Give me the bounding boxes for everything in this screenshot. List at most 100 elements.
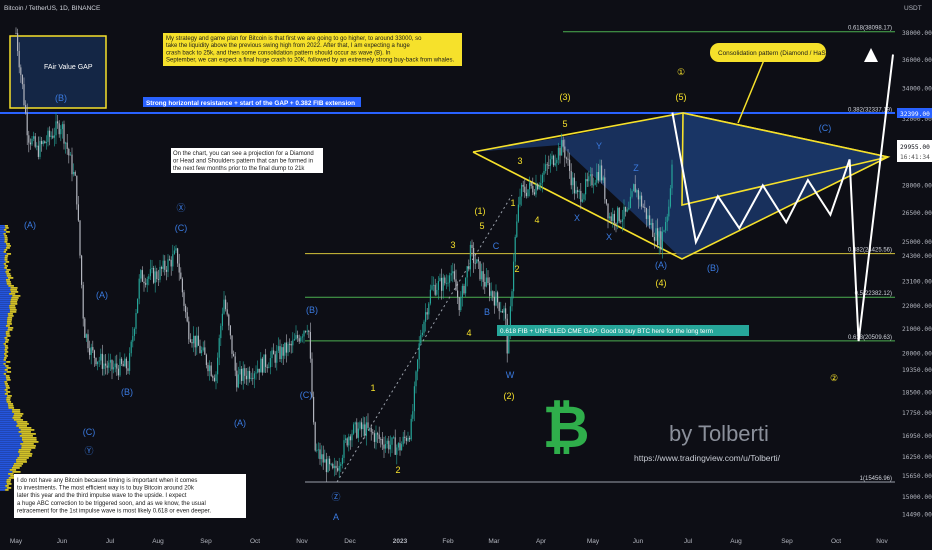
- note-line: to investments. The most efficient way i…: [17, 486, 195, 492]
- time-axis[interactable]: [0, 530, 932, 550]
- candle-body: [47, 130, 49, 142]
- candle-body: [639, 195, 641, 200]
- candle-body: [348, 436, 350, 446]
- candle-body: [189, 339, 191, 343]
- candle-body: [108, 362, 110, 368]
- candle-body: [137, 298, 139, 314]
- candle-body: [489, 283, 491, 296]
- candle-body: [71, 154, 73, 175]
- candle-body: [575, 190, 577, 194]
- strategy-note-box[interactable]: [163, 33, 462, 66]
- volume-bar-yellow: [8, 407, 15, 409]
- price-axis[interactable]: [897, 0, 932, 530]
- candle-body: [372, 431, 374, 434]
- volume-bar-blue: [0, 257, 5, 259]
- volume-bar-blue: [0, 277, 8, 279]
- svg-text:₿: ₿: [542, 395, 589, 460]
- volume-bar-yellow: [6, 479, 12, 481]
- volume-bar-blue: [0, 337, 5, 339]
- wave-label-blue: Y: [596, 141, 602, 151]
- volume-bar-blue: [0, 255, 5, 257]
- candle-body: [649, 215, 651, 225]
- volume-bar-yellow: [12, 411, 21, 413]
- volume-bar-blue: [0, 247, 6, 249]
- candle-body: [666, 216, 668, 222]
- price-tick: 28000.00: [902, 182, 932, 189]
- candle-body: [405, 438, 407, 441]
- candle-body: [193, 335, 195, 344]
- volume-bar-blue: [0, 229, 4, 231]
- candle-body: [111, 360, 113, 370]
- volume-bar-yellow: [9, 309, 17, 311]
- candle-body: [513, 261, 515, 292]
- candle-body: [183, 292, 185, 306]
- volume-bar-yellow: [4, 257, 8, 259]
- volume-bar-yellow: [3, 263, 7, 265]
- volume-bar-yellow: [14, 413, 24, 415]
- volume-bar-blue: [0, 413, 15, 415]
- author-url[interactable]: https://www.tradingview.com/u/Tolberti/: [634, 453, 781, 463]
- candle-body: [540, 182, 542, 186]
- candle-body: [357, 428, 359, 438]
- wave-label-yellow: 3: [517, 156, 522, 166]
- fair-value-gap-box[interactable]: [9, 35, 107, 109]
- candle-body: [173, 250, 175, 255]
- volume-bar-yellow: [4, 267, 8, 269]
- candle-body: [388, 440, 390, 450]
- volume-bar-blue: [0, 259, 5, 261]
- wave-label-blue: (C): [83, 427, 96, 437]
- candle-body: [497, 292, 499, 303]
- volume-bar-blue: [0, 359, 4, 361]
- candle-body: [453, 271, 455, 280]
- candle-body: [279, 346, 281, 360]
- candle-body: [181, 278, 183, 293]
- wave-label-blue: X: [606, 232, 612, 242]
- candle-body: [217, 357, 219, 375]
- volume-bar-blue: [0, 301, 11, 303]
- candle-body: [284, 342, 286, 356]
- volume-bar-blue: [0, 485, 6, 487]
- candle-body: [553, 155, 555, 166]
- candle-body: [549, 159, 551, 166]
- candle-body: [180, 272, 182, 279]
- time-tick: Jun: [57, 538, 68, 545]
- candle-body: [418, 343, 420, 360]
- wave-label-blue: (C): [175, 223, 188, 233]
- resistance-label: Strong horizontal resistance + start of …: [146, 100, 355, 107]
- volume-bar-yellow: [3, 251, 7, 253]
- candle-body: [73, 171, 75, 175]
- volume-bar-blue: [0, 457, 18, 459]
- projection-path[interactable]: [671, 54, 894, 342]
- candle-body: [82, 284, 84, 319]
- volume-bar-yellow: [7, 329, 13, 331]
- volume-bar-yellow: [5, 231, 10, 233]
- bottom-note-box[interactable]: [14, 474, 246, 518]
- volume-bar-yellow: [5, 365, 9, 367]
- candle-body: [546, 164, 548, 166]
- candle-body: [567, 158, 569, 160]
- volume-bar-blue: [0, 401, 7, 403]
- volume-bar-yellow: [4, 225, 9, 227]
- candle-body: [628, 208, 630, 210]
- candle-body: [591, 174, 593, 186]
- candle-body: [298, 338, 300, 342]
- candle-body: [245, 375, 247, 380]
- candle-body: [213, 377, 215, 382]
- volume-bar-yellow: [8, 315, 14, 317]
- wave-label-blue: (B): [55, 93, 67, 103]
- price-tick: 17750.00: [902, 410, 932, 417]
- consolidation-triangle[interactable]: [681, 112, 889, 207]
- volume-bar-blue: [0, 241, 5, 243]
- volume-bar-blue: [0, 243, 6, 245]
- candle-body: [229, 325, 231, 336]
- projection-note-box[interactable]: [171, 148, 323, 173]
- volume-bar-blue: [0, 417, 13, 419]
- candlestick-series[interactable]: [15, 27, 673, 482]
- wave-label-blue: (A): [96, 290, 108, 300]
- volume-bar-yellow: [6, 391, 11, 393]
- volume-bar-yellow: [12, 295, 21, 297]
- wave-label-yellow: 4: [534, 215, 539, 225]
- volume-bar-yellow: [12, 409, 21, 411]
- candle-body: [164, 260, 166, 270]
